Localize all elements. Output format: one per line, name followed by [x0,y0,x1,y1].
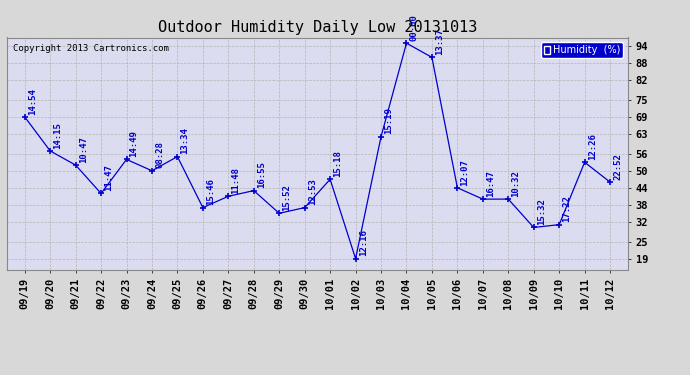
Title: Outdoor Humidity Daily Low 20131013: Outdoor Humidity Daily Low 20131013 [158,20,477,35]
Text: 13:34: 13:34 [181,128,190,154]
Text: 00:00: 00:00 [410,14,419,41]
Text: 12:53: 12:53 [308,178,317,206]
Text: 08:28: 08:28 [155,142,164,168]
Text: 16:47: 16:47 [486,170,495,197]
Text: 17:22: 17:22 [562,195,571,222]
Text: 15:46: 15:46 [206,178,215,206]
Text: 14:49: 14:49 [130,130,139,157]
Text: 15:32: 15:32 [537,198,546,225]
Text: 15:18: 15:18 [333,150,342,177]
Text: Copyright 2013 Cartronics.com: Copyright 2013 Cartronics.com [13,45,169,54]
Text: 15:19: 15:19 [384,108,393,135]
Text: 15:52: 15:52 [282,184,291,211]
Text: 13:37: 13:37 [435,28,444,55]
Text: 12:07: 12:07 [460,159,469,186]
Text: 14:15: 14:15 [53,122,62,148]
Text: 22:52: 22:52 [613,153,622,180]
Text: 14:54: 14:54 [28,88,37,115]
Text: 12:16: 12:16 [359,230,368,256]
Text: 11:47: 11:47 [104,164,113,191]
Text: 16:55: 16:55 [257,162,266,188]
Legend: Humidity  (%): Humidity (%) [541,42,623,58]
Text: 10:47: 10:47 [79,136,88,163]
Text: 12:26: 12:26 [588,133,597,160]
Text: 10:32: 10:32 [511,170,520,197]
Text: 11:48: 11:48 [231,167,240,194]
